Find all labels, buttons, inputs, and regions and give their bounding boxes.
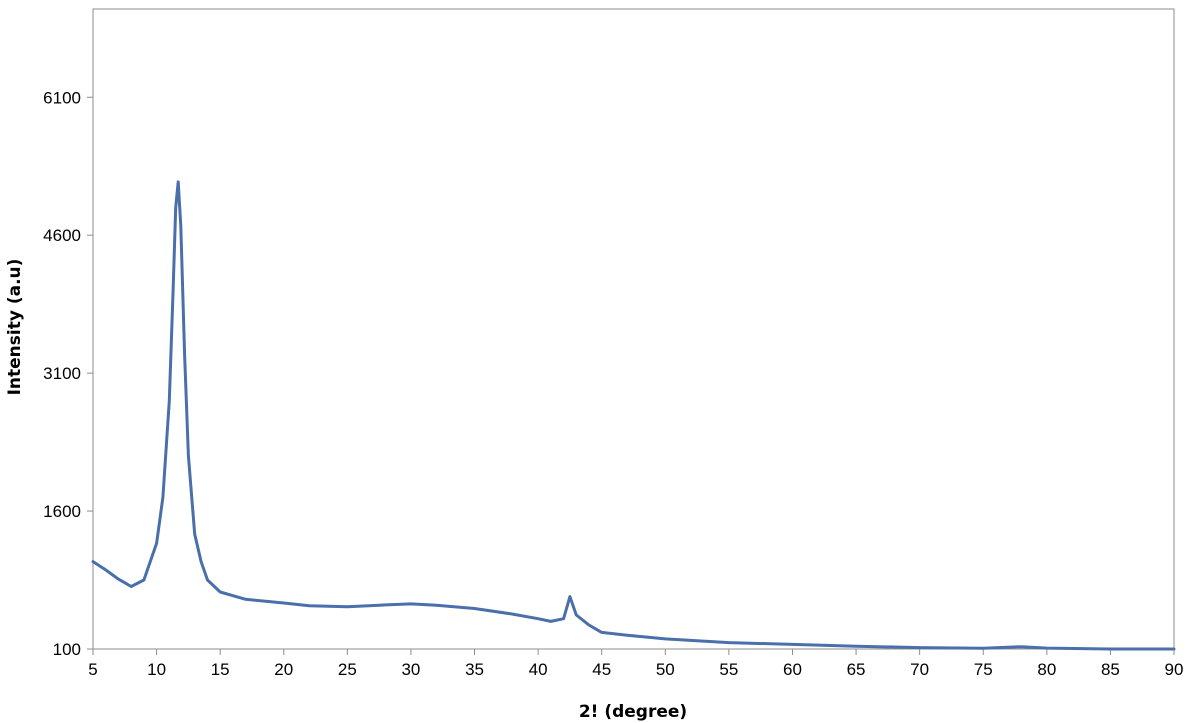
- x-tick-label: 5: [88, 660, 97, 679]
- x-axis-ticks: 5 10 15 20 25 30 35 40 45 50 55 60 65 70 75 80 85 90: [88, 649, 1183, 679]
- y-tick-label: 6100: [43, 88, 81, 107]
- x-tick-label: 70: [910, 660, 929, 679]
- x-tick-label: 60: [783, 660, 802, 679]
- x-tick-label: 15: [211, 660, 230, 679]
- y-axis-title: Intensity (a.u): [5, 259, 25, 396]
- x-tick-label: 90: [1165, 660, 1184, 679]
- x-tick-label: 40: [529, 660, 548, 679]
- x-tick-label: 55: [719, 660, 738, 679]
- x-tick-label: 85: [1101, 660, 1120, 679]
- x-tick-label: 75: [974, 660, 993, 679]
- x-tick-label: 10: [147, 660, 166, 679]
- series-line: [91, 180, 1176, 651]
- x-tick-label: 50: [656, 660, 675, 679]
- plot-frame: [92, 8, 1175, 650]
- x-tick-label: 65: [847, 660, 866, 679]
- y-tick-label: 4600: [43, 226, 81, 245]
- x-axis-title: 2! (degree): [579, 702, 687, 722]
- y-tick-label: 1600: [43, 502, 81, 521]
- x-tick-label: 25: [338, 660, 357, 679]
- y-tick-label: 100: [53, 640, 81, 659]
- y-tick-label: 3100: [43, 364, 81, 383]
- x-tick-label: 80: [1037, 660, 1056, 679]
- x-tick-label: 35: [465, 660, 484, 679]
- x-tick-label: 30: [401, 660, 420, 679]
- x-tick-label: 20: [274, 660, 293, 679]
- series-group: [91, 180, 1176, 651]
- y-axis-ticks: 100 1600 3100 4600 6100: [43, 88, 93, 659]
- x-tick-label: 45: [592, 660, 611, 679]
